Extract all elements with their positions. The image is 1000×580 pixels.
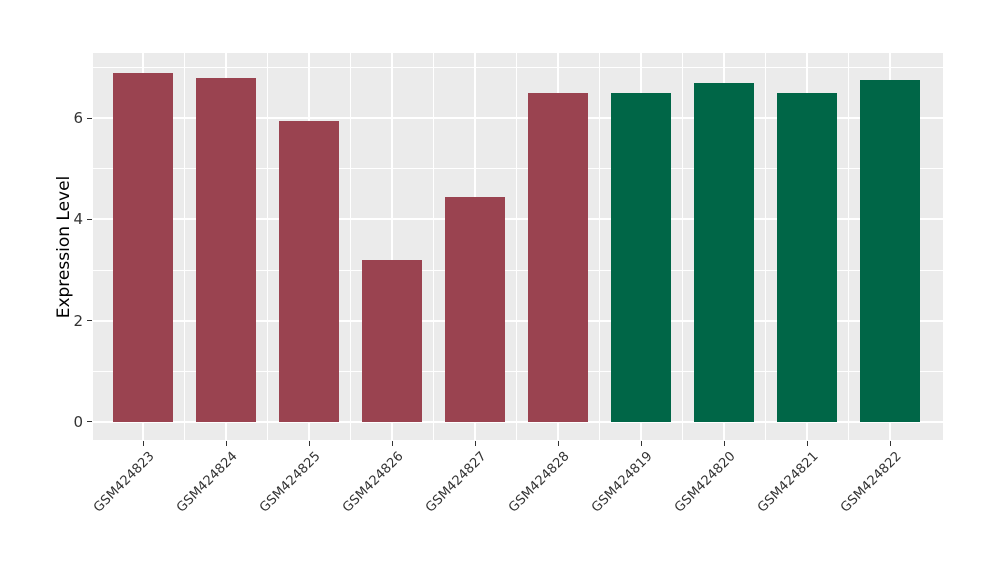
x-tick-mark-GSM424824 [225,441,227,446]
bar-GSM424825 [279,120,339,422]
minor-gridline-x-5 [516,53,517,440]
x-tick-mark-GSM424819 [640,441,642,446]
minor-gridline-x-1 [184,53,185,440]
minor-gridline-y-3 [93,269,943,271]
minor-gridline-x-4 [433,53,434,440]
x-tick-label-GSM424820: GSM424820 [672,449,739,516]
minor-gridline-x-6 [599,53,600,440]
major-gridline-y-0 [93,420,943,423]
bar-GSM424826 [362,259,422,422]
x-tick-mark-GSM424828 [557,441,559,446]
major-gridline-y-4 [93,218,943,221]
x-tick-mark-GSM424820 [723,441,725,446]
bar-GSM424828 [528,92,588,422]
minor-gridline-x-9 [848,53,849,440]
x-tick-mark-GSM424823 [142,441,144,446]
y-tick-label-2: 2 [73,311,83,330]
x-tick-label-GSM424824: GSM424824 [174,449,241,516]
minor-gridline-x-8 [765,53,766,440]
x-tick-label-GSM424819: GSM424819 [589,449,656,516]
bar-GSM424823 [113,72,173,422]
bar-GSM424821 [777,92,837,422]
bar-GSM424827 [445,196,505,422]
minor-gridline-y-5 [93,168,943,170]
x-tick-mark-GSM424827 [474,441,476,446]
bar-GSM424819 [611,92,671,422]
major-gridline-y-6 [93,117,943,120]
x-tick-mark-GSM424825 [308,441,310,446]
bar-GSM424820 [694,82,754,422]
x-tick-mark-GSM424821 [806,441,808,446]
minor-gridline-y-1 [93,370,943,372]
x-tick-label-GSM424822: GSM424822 [838,449,905,516]
y-tick-label-0: 0 [73,412,83,431]
y-tick-label-4: 4 [73,210,83,229]
minor-gridline-x-2 [267,53,268,440]
y-tick-label-6: 6 [73,109,83,128]
x-tick-label-GSM424827: GSM424827 [423,449,490,516]
minor-gridline-x-3 [350,53,351,440]
major-gridline-x-GSM424826 [391,53,393,440]
bar-GSM424824 [196,77,256,422]
x-tick-mark-GSM424826 [391,441,393,446]
x-tick-label-GSM424823: GSM424823 [91,449,158,516]
x-tick-label-GSM424825: GSM424825 [257,449,324,516]
y-axis-title: Expression Level [54,175,74,319]
bar-GSM424822 [860,80,920,422]
x-tick-label-GSM424828: GSM424828 [506,449,573,516]
y-tick-mark-6 [87,117,92,119]
y-tick-mark-0 [87,421,92,423]
minor-gridline-y-7 [93,67,943,69]
y-tick-mark-2 [87,320,92,322]
y-tick-mark-4 [87,218,92,220]
plot-panel [93,53,943,440]
minor-gridline-x-7 [682,53,683,440]
x-tick-mark-GSM424822 [889,441,891,446]
major-gridline-y-2 [93,319,943,322]
x-tick-label-GSM424826: GSM424826 [340,449,407,516]
x-tick-label-GSM424821: GSM424821 [755,449,822,516]
